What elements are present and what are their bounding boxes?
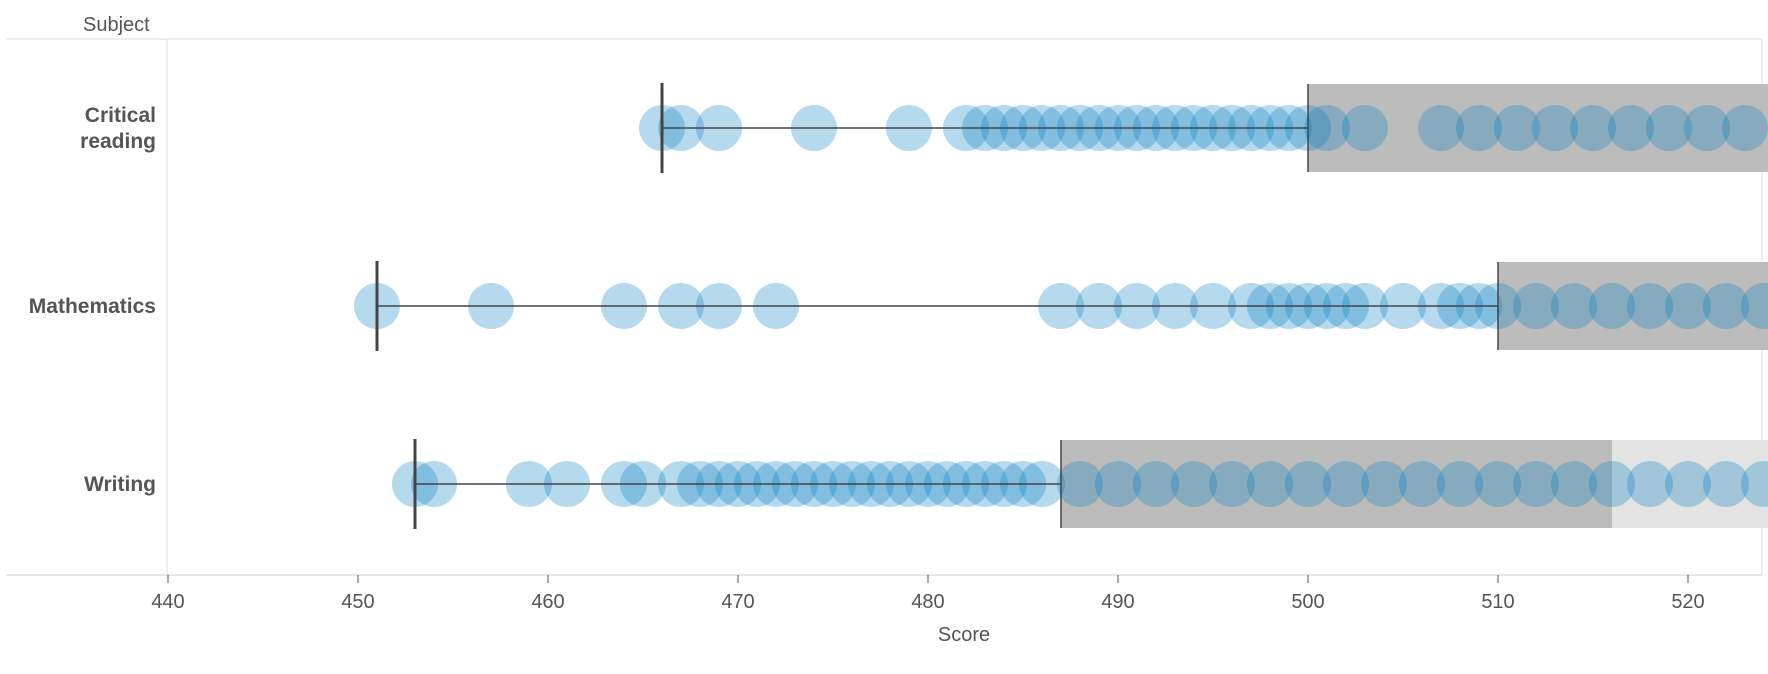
row-header-label: Subject — [83, 14, 150, 36]
data-point — [1171, 461, 1217, 507]
x-tick-label: 440 — [151, 591, 184, 613]
data-point — [1722, 105, 1768, 151]
data-point — [1589, 461, 1635, 507]
data-point — [1095, 461, 1141, 507]
category-label-line: reading — [80, 130, 156, 153]
data-point — [1494, 105, 1540, 151]
data-point — [1342, 105, 1388, 151]
data-point — [1361, 461, 1407, 507]
data-point — [1741, 461, 1768, 507]
data-point — [1646, 105, 1692, 151]
x-tick-label: 510 — [1481, 591, 1514, 613]
x-axis-title: Score — [938, 624, 990, 646]
data-point — [1589, 283, 1635, 329]
x-tick-label: 460 — [531, 591, 564, 613]
category-label-line: Mathematics — [29, 295, 156, 318]
data-point — [1399, 461, 1445, 507]
x-tick-label: 520 — [1671, 591, 1704, 613]
data-point — [1513, 283, 1559, 329]
data-point — [1665, 283, 1711, 329]
rows-layer: Critical reading Mathematics Writing — [29, 83, 1768, 529]
data-point — [1551, 461, 1597, 507]
category-label-line: Writing — [84, 473, 156, 496]
data-point — [1551, 283, 1597, 329]
data-point — [1247, 461, 1293, 507]
category-label: Mathematics — [29, 295, 156, 318]
data-point — [1475, 461, 1521, 507]
data-point — [1665, 461, 1711, 507]
box-lower-quartile — [1061, 440, 1612, 528]
x-tick-label: 480 — [911, 591, 944, 613]
x-tick-label: 470 — [721, 591, 754, 613]
x-axis-ticks: 4404504604704804905005105205305405505605… — [151, 575, 1705, 613]
category-label: Writing — [84, 473, 156, 496]
data-point — [1057, 461, 1103, 507]
x-tick-label: 490 — [1101, 591, 1134, 613]
data-point — [1532, 105, 1578, 151]
data-point — [1418, 105, 1464, 151]
data-point — [1133, 461, 1179, 507]
category-label-line: Critical — [85, 104, 156, 127]
data-point — [1285, 461, 1331, 507]
box-lower-quartile — [1308, 84, 1768, 172]
data-point — [1513, 461, 1559, 507]
data-point — [1209, 461, 1255, 507]
data-point — [1437, 461, 1483, 507]
category-label: Critical reading — [80, 104, 156, 153]
data-point — [1456, 105, 1502, 151]
category-row: Writing — [84, 439, 1768, 529]
x-tick-label: 450 — [341, 591, 374, 613]
data-point — [1741, 283, 1768, 329]
category-row: Mathematics — [29, 261, 1768, 351]
box-upper-quartile — [1612, 440, 1768, 528]
data-point — [1703, 283, 1749, 329]
data-point — [1627, 461, 1673, 507]
data-point — [1304, 105, 1350, 151]
category-row: Critical reading — [80, 83, 1768, 173]
box-lower-quartile — [1498, 262, 1768, 350]
data-point — [1627, 283, 1673, 329]
data-point — [1570, 105, 1616, 151]
data-point — [1703, 461, 1749, 507]
x-tick-label: 500 — [1291, 591, 1324, 613]
data-point — [1684, 105, 1730, 151]
data-point — [1608, 105, 1654, 151]
data-point — [1323, 461, 1369, 507]
